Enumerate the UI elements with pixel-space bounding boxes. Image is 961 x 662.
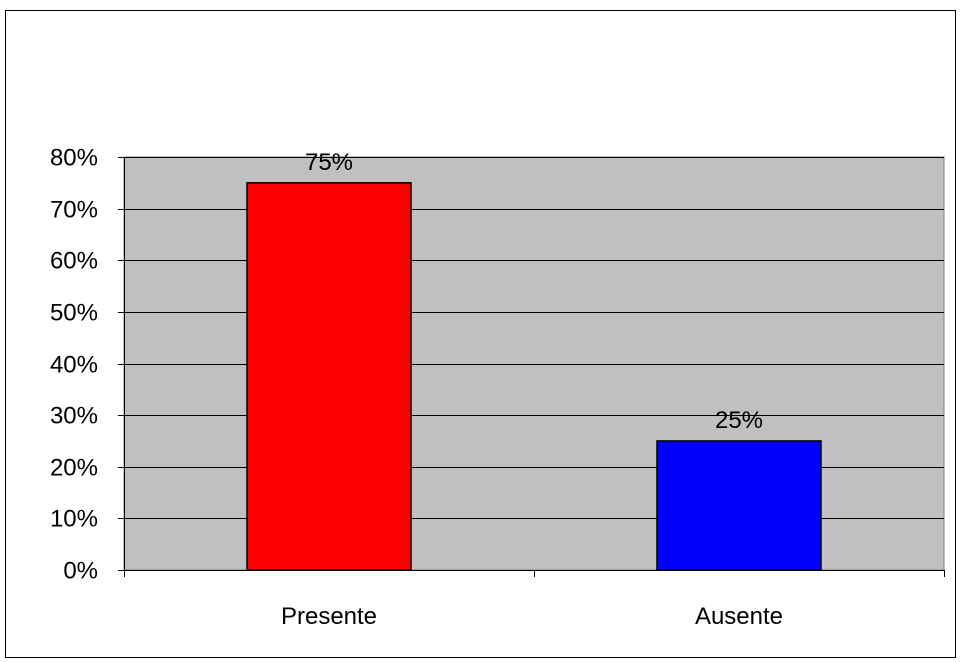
bar-ausente: [656, 440, 822, 571]
y-tick-label: 50%: [50, 300, 98, 327]
data-label: 25%: [715, 407, 763, 434]
y-tick-label: 70%: [50, 197, 98, 224]
bar-presente: [246, 182, 412, 571]
category-label: Ausente: [695, 603, 783, 630]
y-tick-label: 30%: [50, 403, 98, 430]
category-label: Presente: [281, 603, 377, 630]
data-labels: 75% 25%: [305, 149, 763, 434]
y-tick-label: 10%: [50, 506, 98, 533]
y-axis: 0% 10% 20% 30% 40% 50% 60% 70% 80%: [50, 145, 125, 585]
x-axis: Presente Ausente: [124, 570, 945, 630]
y-tick-label: 40%: [50, 352, 98, 379]
y-tick-label: 60%: [50, 248, 98, 275]
bars: [246, 182, 822, 571]
y-tick-label: 0%: [63, 558, 98, 585]
y-tick-label: 20%: [50, 455, 98, 482]
data-label: 75%: [305, 149, 353, 176]
y-tick-label: 80%: [50, 145, 98, 172]
